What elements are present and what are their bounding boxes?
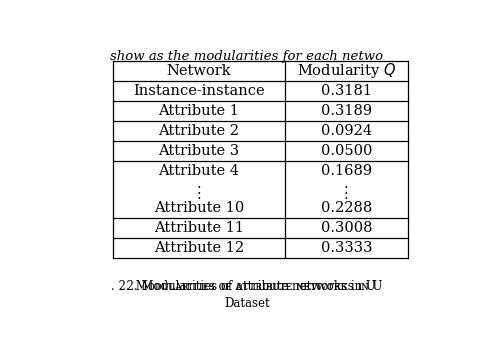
- Text: .: .: [344, 177, 349, 191]
- Text: Attribute 1: Attribute 1: [159, 104, 239, 118]
- Text: Network: Network: [167, 64, 231, 78]
- Text: Attribute 4: Attribute 4: [159, 164, 240, 179]
- Text: 0.3189: 0.3189: [321, 104, 372, 118]
- Text: .: .: [197, 177, 201, 191]
- Text: Attribute 12: Attribute 12: [154, 241, 244, 255]
- Text: Attribute 11: Attribute 11: [154, 221, 244, 235]
- Text: Instance-instance: Instance-instance: [133, 84, 265, 98]
- Text: 0.0924: 0.0924: [321, 124, 372, 138]
- Text: Dataset: Dataset: [224, 297, 270, 310]
- Text: . 2. Modularities of attribute networks in U: . 2. Modularities of attribute networks …: [119, 280, 375, 294]
- Text: 0.2288: 0.2288: [321, 201, 372, 215]
- Text: 0.0500: 0.0500: [321, 144, 372, 158]
- Text: Attribute 10: Attribute 10: [154, 201, 244, 215]
- Text: 0.3181: 0.3181: [321, 84, 372, 98]
- Text: 0.1689: 0.1689: [321, 164, 372, 179]
- Text: 0.3333: 0.3333: [321, 241, 372, 255]
- Text: Attribute 2: Attribute 2: [159, 124, 240, 138]
- Text: Attribute 3: Attribute 3: [158, 144, 240, 158]
- Text: .: .: [197, 183, 201, 197]
- Text: .: .: [197, 188, 201, 202]
- Text: .: .: [344, 183, 349, 197]
- Text: Modularity $Q$: Modularity $Q$: [297, 62, 396, 81]
- Text: .: .: [344, 188, 349, 202]
- Text: . 2.  Mᴏᴅᴜʟᴀʀɪᴛɪᴇs ᴏғ ᴀᴛᴛʀɪʙᴜᴛᴇ ɴᴇᴛᴡᴏʀᴋs ɪɴ U: . 2. Mᴏᴅᴜʟᴀʀɪᴛɪᴇs ᴏғ ᴀᴛᴛʀɪʙᴜᴛᴇ ɴᴇᴛᴡᴏʀᴋs …: [111, 280, 383, 294]
- Text: show as the modularities for each netwo: show as the modularities for each netwo: [110, 50, 384, 63]
- Text: 0.3008: 0.3008: [321, 221, 372, 235]
